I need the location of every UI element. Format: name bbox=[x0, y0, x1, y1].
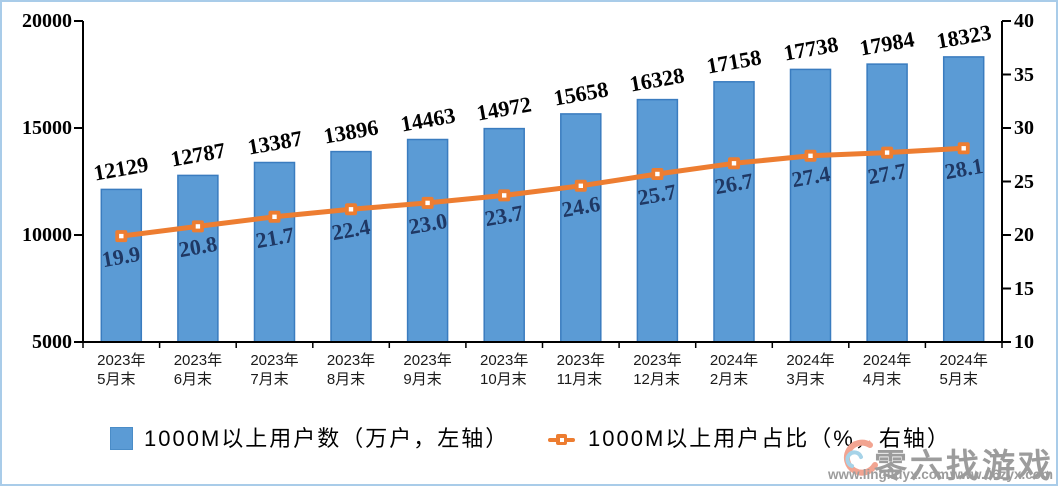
watermark-url-2: www.06zyx.com bbox=[950, 467, 1054, 482]
line-marker-center bbox=[655, 171, 660, 177]
y-left-tick-label: 10000 bbox=[22, 224, 72, 246]
bar bbox=[406, 138, 449, 343]
line-marker-center bbox=[578, 183, 583, 188]
y-right-tick-label: 40 bbox=[1014, 10, 1034, 32]
x-category-label: 2023年 11月末 bbox=[556, 352, 605, 388]
x-category-label: 2024年 5月末 bbox=[939, 352, 988, 388]
line-marker-center bbox=[195, 224, 201, 229]
bar bbox=[330, 150, 372, 343]
bar bbox=[177, 174, 219, 343]
x-category-label: 2024年 4月末 bbox=[862, 352, 912, 388]
x-category-label: 2023年 6月末 bbox=[173, 352, 223, 388]
plot-area: 5000 10000 15000 20000 10 15 20 25 30 35 40 2023年 5月… bbox=[2, 2, 1056, 422]
bar bbox=[636, 98, 679, 343]
line-marker-center bbox=[961, 146, 966, 151]
y-right-tick-label: 35 bbox=[1014, 63, 1034, 86]
y-left-tick-label: 20000 bbox=[22, 10, 72, 32]
line-marker-center bbox=[425, 200, 430, 206]
y-right-tick-label: 25 bbox=[1014, 170, 1034, 193]
bar bbox=[866, 63, 908, 343]
bar bbox=[100, 188, 143, 343]
y-right-tick-label: 20 bbox=[1014, 224, 1034, 246]
x-category-label: 2024年 2月末 bbox=[709, 352, 759, 388]
bar bbox=[713, 81, 755, 343]
x-category-label: 2023年 9月末 bbox=[403, 352, 452, 388]
x-category-label: 2023年 12月末 bbox=[633, 352, 682, 388]
x-category-label: 2024年 3月末 bbox=[786, 352, 835, 388]
watermark-url-1: www.lingliuyx.com bbox=[828, 467, 950, 482]
bar bbox=[942, 56, 985, 343]
legend-bar-swatch bbox=[110, 427, 133, 450]
line-marker-center bbox=[348, 207, 354, 212]
y-left-tick-label: 15000 bbox=[22, 117, 72, 139]
bar bbox=[483, 127, 525, 343]
line-marker-center bbox=[731, 161, 737, 166]
x-category-label: 2023年 5月末 bbox=[97, 352, 146, 388]
watermark-logo-icon bbox=[843, 439, 878, 476]
line-marker-center bbox=[502, 193, 507, 198]
x-category-label: 2023年 7月末 bbox=[250, 352, 299, 388]
bar bbox=[560, 113, 602, 343]
x-category-label: 2023年 10月末 bbox=[480, 352, 529, 388]
line-series bbox=[118, 145, 967, 239]
y-right-tick-label: 15 bbox=[1014, 277, 1034, 300]
legend-line-marker bbox=[548, 434, 575, 445]
y-right-tick-label: 30 bbox=[1014, 117, 1034, 139]
y-left-tick-label: 5000 bbox=[32, 331, 72, 353]
line-marker-center bbox=[272, 214, 277, 219]
y-right-tick-label: 10 bbox=[1014, 331, 1034, 353]
legend-bar-label: 1000M以上用户数（万户，左轴） bbox=[144, 426, 510, 451]
watermark-site-name: 零六找游戏 bbox=[874, 447, 1054, 484]
line-marker-center bbox=[119, 233, 124, 239]
line-marker-center bbox=[884, 150, 890, 155]
line-marker-center bbox=[808, 153, 813, 158]
legend-line-label: 1000M以上用户占比（%，右轴） bbox=[588, 426, 951, 451]
chart-canvas bbox=[74, 20, 1011, 348]
bar bbox=[789, 68, 832, 343]
x-category-label: 2023年 8月末 bbox=[326, 352, 376, 388]
